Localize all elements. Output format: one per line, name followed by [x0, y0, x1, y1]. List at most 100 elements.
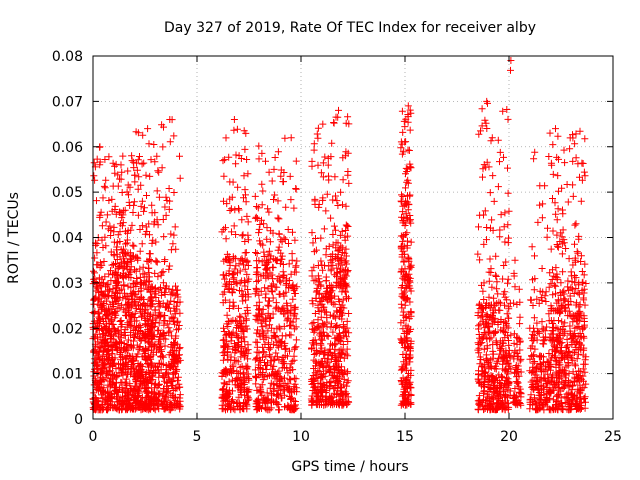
data-point-marker [162, 404, 170, 412]
data-point-marker [230, 126, 238, 134]
data-point-marker [169, 240, 177, 248]
data-point-marker [528, 243, 536, 251]
data-point-marker [493, 339, 500, 347]
data-point-marker [154, 273, 162, 281]
data-point-marker [133, 353, 141, 361]
data-point-marker [94, 338, 102, 346]
data-point-marker [243, 270, 251, 278]
data-point-marker [143, 332, 151, 340]
data-point-marker [162, 335, 170, 343]
data-point-marker [510, 299, 518, 307]
data-point-marker [153, 363, 161, 371]
data-point-marker [481, 207, 489, 215]
data-point-marker [176, 394, 184, 402]
data-point-marker [90, 389, 98, 397]
data-point-marker [344, 168, 352, 175]
data-point-marker [126, 401, 134, 409]
data-point-marker [273, 256, 281, 264]
data-point-marker [146, 354, 154, 362]
data-point-marker [155, 359, 163, 367]
data-point-marker [138, 222, 146, 230]
data-point-marker [345, 179, 353, 187]
data-point-marker [110, 251, 118, 258]
data-point-marker [135, 399, 143, 407]
data-point-marker [564, 198, 572, 206]
data-point-marker [115, 360, 122, 368]
data-point-marker [109, 303, 117, 310]
data-point-marker [130, 164, 138, 172]
data-point-marker [155, 389, 163, 397]
data-point-marker [173, 355, 181, 363]
data-point-marker [571, 240, 578, 248]
data-point-marker [146, 396, 154, 404]
data-point-marker [573, 248, 581, 256]
data-point-marker [233, 125, 241, 133]
data-point-marker [244, 262, 252, 269]
data-point-marker [109, 321, 117, 328]
data-point-marker [505, 234, 512, 242]
data-point-marker [539, 200, 547, 208]
data-point-marker [293, 257, 301, 265]
data-point-marker [122, 227, 129, 235]
data-point-marker [133, 159, 141, 167]
y-tick-label: 0 [74, 412, 83, 428]
data-point-marker [496, 233, 504, 241]
data-point-marker [549, 141, 557, 149]
data-point-marker [496, 226, 504, 234]
data-point-marker [282, 203, 290, 211]
data-point-marker [154, 221, 162, 229]
data-point-marker [219, 271, 227, 279]
data-point-marker [485, 268, 493, 276]
data-point-marker [232, 160, 240, 168]
data-point-marker [174, 376, 181, 384]
data-point-marker [123, 404, 131, 412]
data-point-marker [141, 385, 149, 393]
y-tick-label: 0.08 [52, 49, 83, 65]
data-point-marker [115, 384, 123, 392]
data-point-marker [171, 339, 179, 347]
data-point-marker [552, 125, 559, 133]
data-point-marker [110, 359, 118, 367]
data-point-marker [285, 260, 293, 268]
data-point-marker [168, 332, 176, 340]
data-point-marker [152, 294, 160, 301]
data-point-marker [176, 344, 184, 352]
data-point-marker [111, 327, 119, 335]
data-point-marker [569, 192, 577, 200]
data-point-marker [253, 343, 261, 351]
data-point-marker [254, 326, 261, 334]
data-point-marker [93, 369, 101, 377]
data-point-marker [286, 322, 294, 330]
data-point-marker [569, 181, 577, 189]
data-point-marker [531, 148, 539, 156]
data-point-marker [153, 216, 161, 224]
data-point-marker [165, 205, 173, 213]
data-point-marker [292, 375, 300, 383]
data-point-marker [119, 264, 127, 272]
data-point-marker [138, 393, 146, 401]
data-point-marker [492, 273, 500, 280]
data-point-marker [497, 211, 505, 219]
data-point-marker [158, 347, 165, 355]
data-point-marker [490, 197, 498, 205]
data-point-marker [144, 389, 152, 396]
data-point-marker [503, 106, 511, 113]
data-point-marker [166, 307, 174, 315]
data-point-marker [578, 268, 586, 275]
data-point-marker [234, 183, 242, 191]
data-point-marker [98, 222, 106, 230]
data-point-marker [101, 273, 109, 281]
data-point-marker [148, 283, 156, 291]
data-point-marker [138, 363, 146, 371]
data-point-marker [486, 189, 494, 197]
x-tick-label: 0 [89, 429, 98, 445]
data-point-marker [504, 275, 512, 283]
data-point-marker [119, 249, 126, 257]
data-point-marker [581, 368, 589, 376]
data-point-marker [170, 341, 178, 349]
data-point-marker [137, 181, 145, 189]
data-point-marker [559, 210, 567, 218]
data-point-marker [111, 169, 119, 177]
data-point-marker [232, 151, 240, 159]
data-point-marker [164, 385, 172, 392]
